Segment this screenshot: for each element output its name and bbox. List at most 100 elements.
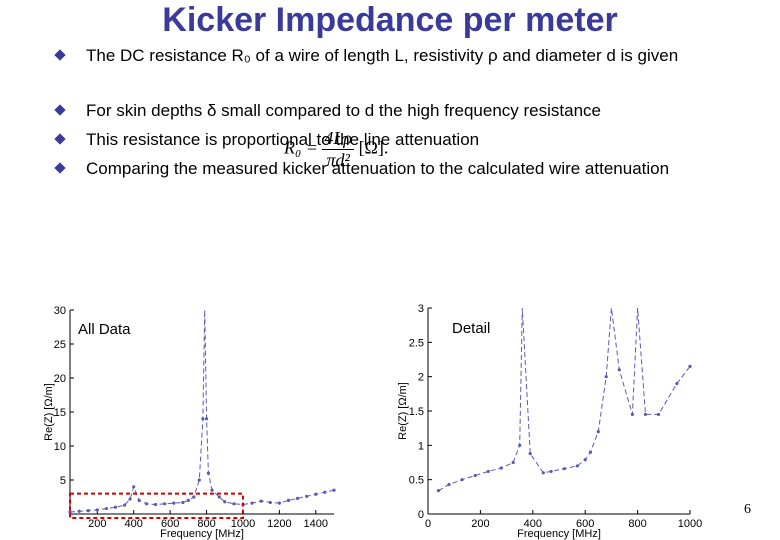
data-point: [104, 506, 109, 511]
x-tick-label: 1000: [678, 518, 702, 530]
x-axis-title: Frequency [MHz]: [160, 528, 244, 540]
data-point: [192, 495, 196, 499]
y-tick-label: 0: [418, 509, 424, 521]
data-point: [277, 501, 281, 505]
data-point: [68, 510, 72, 514]
y-tick-label: 10: [54, 441, 66, 453]
data-point: [232, 502, 236, 506]
x-tick-label: 1400: [304, 518, 328, 530]
y-tick-label: 2: [418, 372, 424, 384]
y-axis-title: Re(Z) [Ω/m]: [397, 382, 409, 440]
slide-title: Kicker Impedance per meter: [162, 1, 618, 39]
dc-resistance-formula: R₀ = 4Lρ πd² [Ω].: [284, 128, 388, 171]
data-point: [541, 471, 545, 475]
x-tick-label: 800: [197, 518, 215, 530]
data-point: [549, 469, 553, 474]
data-point: [511, 460, 515, 465]
data-point: [332, 488, 336, 492]
data-point: [314, 492, 318, 496]
data-point: [153, 502, 158, 507]
y-tick-label: 25: [54, 339, 66, 351]
x-tick-label: 0: [425, 518, 431, 530]
data-point: [113, 505, 118, 509]
bullet-text: This resistance is proportional to the l…: [86, 130, 480, 149]
diamond-bullet-icon: [54, 161, 66, 174]
x-tick-label: 600: [576, 518, 594, 530]
x-tick-label: 400: [524, 518, 542, 530]
data-point: [123, 503, 127, 507]
data-point: [305, 494, 309, 498]
y-tick-label: 5: [60, 475, 66, 487]
formula-lhs: R₀ =: [284, 137, 318, 158]
formula-denominator: πd²: [326, 150, 350, 170]
y-tick-label: 20: [54, 373, 66, 385]
bullet-text: For skin depths δ small compared to d th…: [86, 101, 601, 120]
data-point: [447, 482, 451, 487]
data-point: [172, 501, 176, 505]
data-point: [137, 498, 141, 502]
y-axis-title: Re(Z) [Ω/m]: [43, 383, 55, 441]
x-tick-label: 1000: [231, 518, 255, 530]
data-point: [617, 368, 621, 372]
bullet-proportional: This resistance is proportional to the l…: [54, 130, 480, 150]
data-point: [259, 499, 263, 503]
data-point: [323, 490, 327, 494]
data-point: [223, 500, 227, 504]
data-point: [128, 497, 132, 501]
chart-annotation: Detail: [452, 320, 490, 337]
data-point: [643, 412, 648, 417]
formula-unit: [Ω].: [358, 137, 389, 158]
data-point: [583, 458, 587, 462]
data-point: [575, 464, 579, 468]
diamond-bullet-icon: [54, 48, 66, 61]
x-tick-label: 1200: [267, 518, 291, 530]
data-point: [518, 443, 522, 447]
data-point: [588, 450, 593, 454]
formula-numerator: 4Lρ: [322, 128, 355, 150]
data-point: [186, 498, 190, 502]
data-point: [144, 502, 149, 506]
x-tick-label: 600: [161, 518, 179, 530]
data-point: [675, 381, 679, 386]
y-tick-label: 15: [54, 407, 66, 419]
y-tick-label: 30: [54, 305, 66, 317]
data-point: [204, 417, 209, 421]
data-point: [486, 469, 490, 474]
data-point: [656, 412, 661, 417]
data-point: [217, 495, 221, 499]
data-point: [436, 489, 441, 493]
data-point: [132, 485, 136, 489]
data-point: [86, 509, 90, 513]
diamond-bullet-icon: [54, 103, 66, 116]
data-point: [460, 478, 464, 482]
x-tick-label: 400: [125, 518, 143, 530]
data-point: [499, 466, 503, 470]
data-point: [295, 496, 300, 500]
y-tick-label: 2.5: [409, 337, 424, 349]
data-point: [250, 501, 254, 505]
data-point: [181, 500, 185, 505]
data-point: [163, 502, 167, 506]
data-point: [596, 430, 600, 434]
y-tick-label: 3: [418, 303, 424, 315]
diamond-bullet-icon: [54, 132, 66, 145]
data-point: [286, 498, 291, 502]
formula-fraction: 4Lρ πd²: [322, 128, 355, 171]
data-point: [688, 364, 692, 368]
data-point: [473, 473, 477, 478]
data-point: [210, 488, 214, 492]
data-point: [201, 417, 205, 421]
data-point: [630, 412, 634, 417]
data-point: [206, 471, 210, 475]
data-point: [77, 509, 81, 513]
y-tick-label: 0.5: [409, 475, 424, 487]
x-axis-title: Frequency [MHz]: [517, 528, 601, 540]
data-point: [604, 375, 608, 379]
series-line: [438, 307, 690, 492]
bullet-text: Comparing the measured kicker attenuatio…: [86, 159, 670, 178]
data-point: [197, 478, 201, 482]
chart-annotation: All Data: [78, 321, 131, 338]
x-tick-label: 800: [628, 518, 646, 530]
bullet-text: The DC resistance R₀ of a wire of length…: [86, 46, 679, 65]
